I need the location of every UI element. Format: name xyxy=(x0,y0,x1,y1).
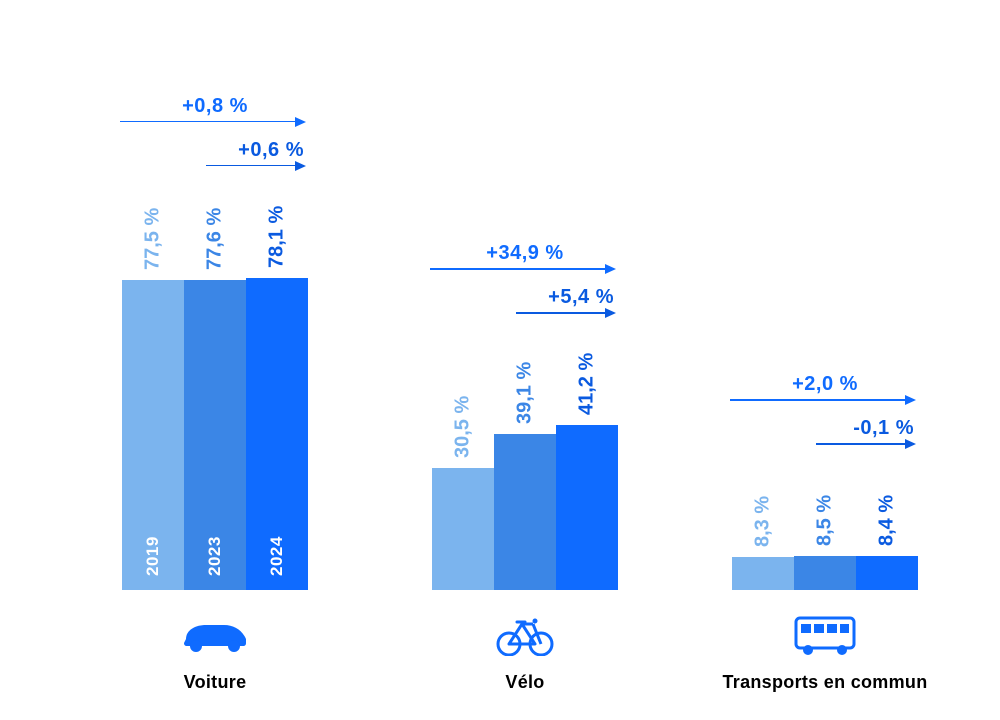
bar-year-label: 2019 xyxy=(143,536,163,576)
arrow-right-icon xyxy=(430,268,614,270)
delta-label: +0,8 % xyxy=(120,95,310,118)
delta-label: +0,6 % xyxy=(120,139,310,162)
bar-voiture-2023: 77,6 %2023 xyxy=(184,280,246,590)
bar-velo-2024: 41,2 % xyxy=(556,425,618,590)
delta-row: -0,1 % xyxy=(730,417,920,461)
bar-transports-2024: 8,4 % xyxy=(856,556,918,590)
category-footer-voiture: Voiture xyxy=(90,610,340,693)
bus-icon xyxy=(790,612,860,658)
bar-transports-2019: 8,3 % xyxy=(732,557,794,590)
bar-value-label: 41,2 % xyxy=(576,353,599,425)
deltas-transports: +2,0 % -0,1 % xyxy=(730,373,920,461)
delta-row: +0,6 % xyxy=(120,139,310,183)
car-icon-wrap xyxy=(90,610,340,660)
bars-transports: 8,3 %8,5 %8,4 % xyxy=(732,556,918,590)
category-label: Vélo xyxy=(400,672,650,693)
infographic-chart: 77,5 %201977,6 %202378,1 %2024+0,8 %+0,6… xyxy=(0,0,1000,720)
category-footer-transports: Transports en commun xyxy=(700,610,950,693)
bar-value-label: 78,1 % xyxy=(266,205,289,277)
category-label: Transports en commun xyxy=(700,672,950,693)
bar-year-label: 2023 xyxy=(205,536,225,576)
arrow-right-icon xyxy=(120,121,304,123)
bar-velo-2023: 39,1 % xyxy=(494,434,556,590)
bar-transports-2023: 8,5 % xyxy=(794,556,856,590)
delta-label: +5,4 % xyxy=(430,286,620,309)
delta-row: +0,8 % xyxy=(120,95,310,139)
bar-value-label: 77,5 % xyxy=(142,208,165,280)
category-label: Voiture xyxy=(90,672,340,693)
delta-row: +5,4 % xyxy=(430,286,620,330)
category-footer-velo: Vélo xyxy=(400,610,650,693)
arrow-right-icon xyxy=(730,399,914,401)
bars-voiture: 77,5 %201977,6 %202378,1 %2024 xyxy=(122,278,308,590)
deltas-voiture: +0,8 % +0,6 % xyxy=(120,95,310,183)
delta-row: +34,9 % xyxy=(430,242,620,286)
bar-value-label: 30,5 % xyxy=(452,396,475,468)
bar-velo-2019: 30,5 % xyxy=(432,468,494,590)
delta-label: +2,0 % xyxy=(730,373,920,396)
bar-voiture-2024: 78,1 %2024 xyxy=(246,278,308,590)
deltas-velo: +34,9 % +5,4 % xyxy=(430,242,620,330)
bar-value-label: 8,4 % xyxy=(876,495,899,556)
bus-icon-wrap xyxy=(700,610,950,660)
arrow-right-icon xyxy=(206,165,304,167)
delta-row: +2,0 % xyxy=(730,373,920,417)
bar-value-label: 77,6 % xyxy=(204,207,227,279)
bar-value-label: 8,3 % xyxy=(752,496,775,557)
bar-value-label: 39,1 % xyxy=(514,361,537,433)
delta-label: -0,1 % xyxy=(730,417,920,440)
bars-velo: 30,5 %39,1 %41,2 % xyxy=(432,425,618,590)
bar-voiture-2019: 77,5 %2019 xyxy=(122,280,184,590)
bike-icon xyxy=(495,614,555,656)
bar-value-label: 8,5 % xyxy=(814,495,837,556)
arrow-right-icon xyxy=(516,312,614,314)
bike-icon-wrap xyxy=(400,610,650,660)
bar-year-label: 2024 xyxy=(267,536,287,576)
arrow-right-icon xyxy=(816,443,914,445)
car-icon xyxy=(176,617,254,653)
delta-label: +34,9 % xyxy=(430,242,620,265)
